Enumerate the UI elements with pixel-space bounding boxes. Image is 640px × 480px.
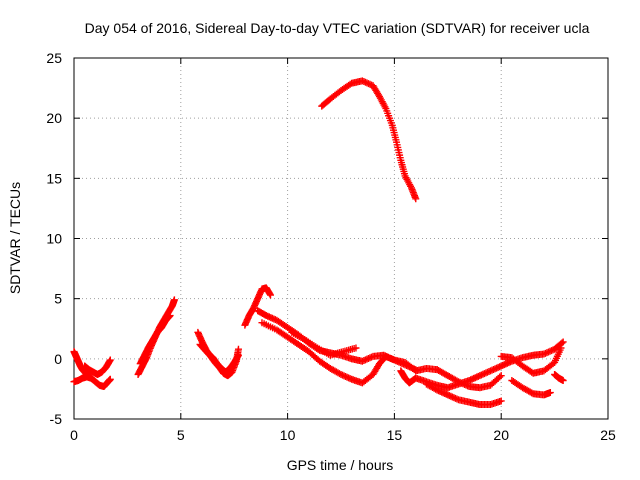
y-tick-label: 5 xyxy=(54,291,62,307)
data-point xyxy=(559,338,567,346)
series-arc-g3 xyxy=(551,370,567,384)
y-tick-label: 10 xyxy=(46,231,62,247)
series-arc-b2 xyxy=(136,312,174,368)
data-point xyxy=(558,339,566,347)
series-arc-c1 xyxy=(194,328,242,380)
data-point xyxy=(496,373,504,381)
data-point xyxy=(335,370,343,378)
data-point xyxy=(557,344,565,352)
y-tick-label: 15 xyxy=(46,170,62,186)
x-tick-label: 25 xyxy=(600,427,616,443)
data-point xyxy=(166,312,174,320)
data-point xyxy=(453,377,461,385)
data-point xyxy=(234,351,242,359)
series-arc-d2 xyxy=(254,307,441,375)
series-arc-d1 xyxy=(241,284,275,329)
y-tick-label: 25 xyxy=(46,50,62,66)
series-arc-a3 xyxy=(81,356,114,378)
series-arc-e1 xyxy=(318,77,420,203)
data-point xyxy=(106,356,114,364)
x-tick-label: 5 xyxy=(177,427,185,443)
x-tick-label: 10 xyxy=(280,427,296,443)
data-point xyxy=(528,389,536,397)
y-tick-label: 20 xyxy=(46,110,62,126)
grid-lines xyxy=(74,58,608,419)
data-point xyxy=(497,397,505,405)
y-tick-label: 0 xyxy=(54,351,62,367)
x-tick-label: 20 xyxy=(493,427,509,443)
axis-ticks: 0 5 10 15 20 25 -5 0 5 10 15 20 25 xyxy=(46,50,616,443)
data-point xyxy=(559,376,567,384)
y-tick-label: -5 xyxy=(50,411,63,427)
data-point xyxy=(432,385,440,393)
series-arc-d4 xyxy=(288,328,360,359)
data-point xyxy=(106,375,114,383)
data-point xyxy=(546,389,554,397)
series-arc-a2 xyxy=(70,373,114,391)
series-arc-g2 xyxy=(508,376,554,399)
series-arc-d3 xyxy=(258,319,420,387)
data-point xyxy=(346,80,354,88)
data-points xyxy=(70,77,567,409)
data-point xyxy=(412,366,420,374)
series-arc-f2 xyxy=(422,380,505,409)
data-point xyxy=(412,195,420,203)
data-point xyxy=(267,291,275,299)
series-arc-f1 xyxy=(397,338,567,392)
series-arc-c2 xyxy=(196,340,242,376)
y-axis-label: SDTVAR / TECUs xyxy=(7,182,23,294)
data-point xyxy=(170,296,178,304)
data-point xyxy=(497,372,505,380)
x-tick-label: 0 xyxy=(70,427,78,443)
series-arc-f3 xyxy=(433,366,505,392)
chart-title: Day 054 of 2016, Sidereal Day-to-day VTE… xyxy=(85,20,590,36)
x-tick-label: 15 xyxy=(387,427,403,443)
x-axis-label: GPS time / hours xyxy=(287,457,394,473)
data-point xyxy=(234,345,242,353)
series-arc-g1 xyxy=(497,344,565,377)
data-point xyxy=(352,344,360,352)
